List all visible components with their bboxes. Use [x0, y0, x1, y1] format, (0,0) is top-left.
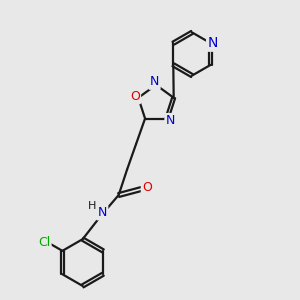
Text: N: N: [98, 206, 107, 219]
Text: O: O: [142, 181, 152, 194]
Text: Cl: Cl: [38, 236, 50, 249]
Text: N: N: [208, 36, 218, 50]
Text: N: N: [150, 75, 159, 88]
Text: N: N: [166, 114, 175, 128]
Text: O: O: [130, 90, 140, 103]
Text: H: H: [88, 201, 97, 212]
